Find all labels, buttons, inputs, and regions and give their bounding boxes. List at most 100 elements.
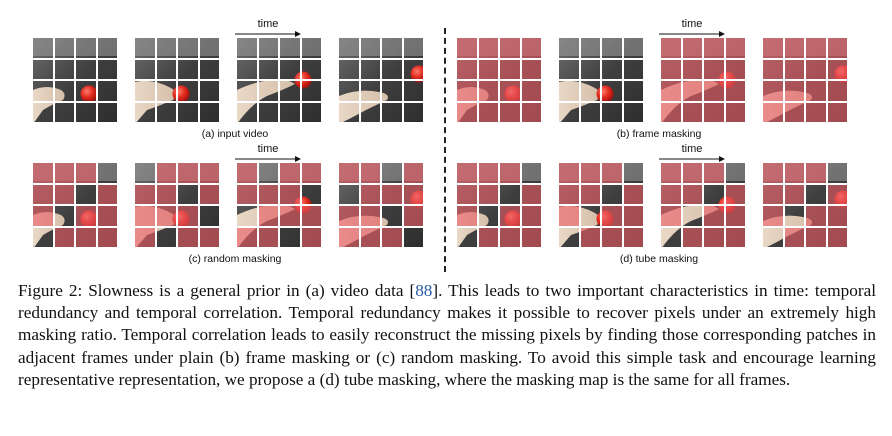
panel-caption-b: (b) frame masking — [616, 128, 702, 140]
visible-patch — [602, 184, 624, 206]
masked-patch — [280, 163, 302, 185]
time-label: time — [681, 18, 703, 30]
masked-patch — [784, 184, 806, 206]
masked-patch — [54, 163, 76, 185]
visible-patch — [76, 102, 98, 124]
visible-patch — [280, 59, 302, 81]
masked-patch — [54, 227, 76, 249]
visible-patch — [521, 163, 543, 185]
video-frame — [135, 38, 221, 124]
masked-patch — [500, 163, 522, 185]
visible-patch — [33, 102, 55, 124]
masked-patch — [763, 206, 785, 228]
visible-patch — [360, 38, 382, 60]
video-frame — [763, 38, 849, 124]
masked-patch — [784, 38, 806, 60]
masked-patch — [806, 102, 828, 124]
masked-patch — [661, 81, 683, 103]
visible-patch — [258, 102, 280, 124]
visible-patch — [403, 102, 425, 124]
caption-rest: ]. This leads to two important character… — [18, 281, 876, 389]
visible-patch — [237, 206, 259, 228]
time-label: time — [681, 143, 703, 155]
visible-patch — [623, 102, 645, 124]
visible-patch — [623, 81, 645, 103]
citation-link[interactable]: 88 — [415, 281, 433, 300]
visible-patch — [280, 81, 302, 103]
visible-patch — [580, 206, 602, 228]
masked-patch — [500, 81, 522, 103]
masked-patch — [661, 38, 683, 60]
visible-patch — [661, 227, 683, 249]
visible-patch — [339, 102, 361, 124]
visible-patch — [199, 102, 221, 124]
masked-patch — [199, 227, 221, 249]
masked-patch — [237, 163, 259, 185]
figure-caption: Figure 2: Slowness is a general prior in… — [18, 280, 876, 391]
visible-patch — [725, 163, 747, 185]
visible-patch — [559, 227, 581, 249]
masked-patch — [763, 184, 785, 206]
visible-patch — [199, 206, 221, 228]
masked-patch — [806, 163, 828, 185]
visible-patch — [784, 206, 806, 228]
visible-patch — [403, 38, 425, 60]
masked-patch — [559, 163, 581, 185]
visible-patch — [457, 227, 479, 249]
video-frame — [661, 38, 747, 124]
masked-patch — [559, 206, 581, 228]
visible-patch — [135, 59, 157, 81]
masked-patch — [301, 206, 323, 228]
visible-patch — [33, 227, 55, 249]
visible-patch — [339, 81, 361, 103]
masked-patch — [301, 227, 323, 249]
caption-lead: Figure 2: Slowness is a general prior in… — [18, 281, 416, 300]
video-frame-image — [559, 38, 645, 124]
visible-patch — [237, 81, 259, 103]
masked-patch — [806, 59, 828, 81]
video-frame — [135, 163, 221, 249]
visible-patch — [602, 59, 624, 81]
masked-patch — [704, 163, 726, 185]
visible-patch — [360, 59, 382, 81]
masked-patch — [784, 163, 806, 185]
masked-patch — [763, 38, 785, 60]
masked-patch — [521, 102, 543, 124]
visible-patch — [580, 59, 602, 81]
visible-patch — [33, 81, 55, 103]
visible-patch — [258, 81, 280, 103]
visible-patch — [301, 81, 323, 103]
masked-patch — [382, 184, 404, 206]
visible-patch — [178, 81, 200, 103]
visible-patch — [559, 81, 581, 103]
visible-patch — [33, 59, 55, 81]
visible-patch — [763, 227, 785, 249]
time-label: time — [257, 18, 279, 30]
masked-patch — [725, 59, 747, 81]
masked-patch — [478, 184, 500, 206]
time-arrow-icon — [659, 31, 725, 37]
video-frame — [559, 163, 645, 249]
visible-patch — [54, 38, 76, 60]
visible-patch — [704, 184, 726, 206]
visible-patch — [403, 59, 425, 81]
video-frame-image — [237, 38, 323, 124]
masked-patch — [360, 206, 382, 228]
masked-patch — [135, 227, 157, 249]
masked-patch — [704, 227, 726, 249]
masked-patch — [827, 206, 849, 228]
masked-patch — [457, 102, 479, 124]
visible-patch — [500, 184, 522, 206]
masked-patch — [237, 227, 259, 249]
masked-patch — [725, 227, 747, 249]
masked-patch — [457, 163, 479, 185]
masked-patch — [725, 184, 747, 206]
masked-patch — [682, 102, 704, 124]
masked-patch — [559, 184, 581, 206]
visible-patch — [301, 38, 323, 60]
masked-patch — [784, 227, 806, 249]
masked-patch — [521, 81, 543, 103]
masked-patch — [339, 163, 361, 185]
panel-divider — [444, 28, 446, 272]
masked-patch — [403, 206, 425, 228]
